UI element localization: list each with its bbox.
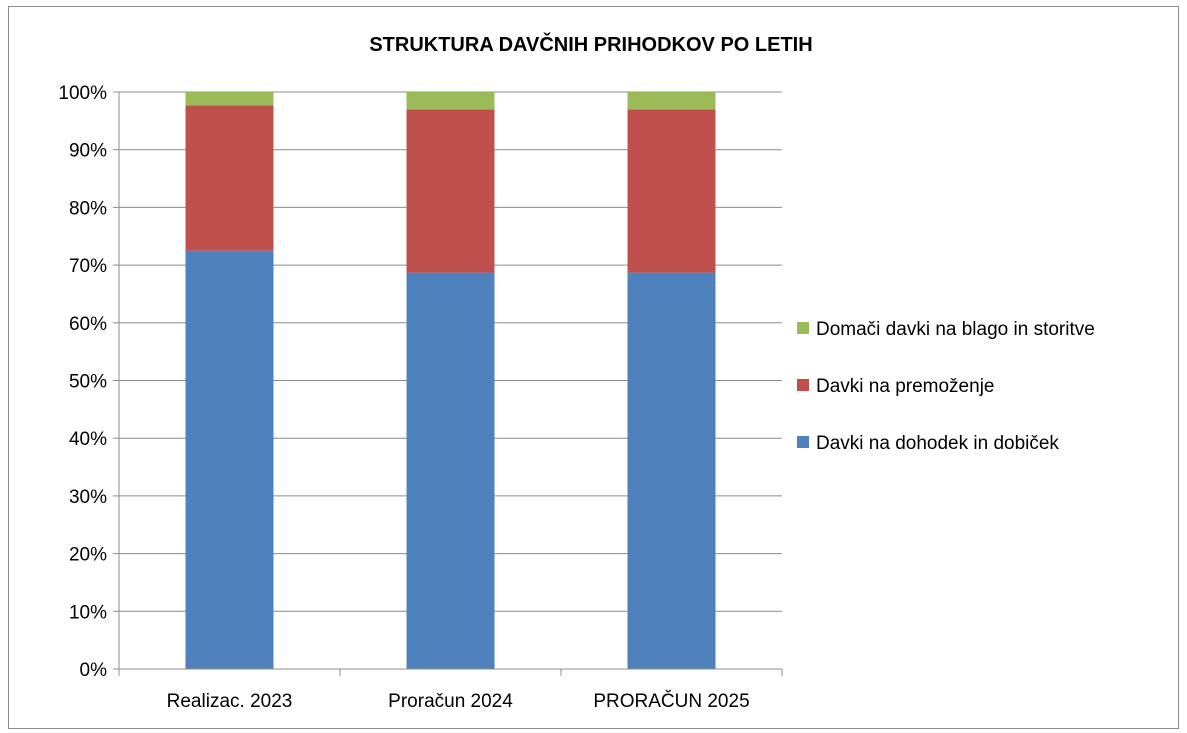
bar-segment-dohodek-2 [627, 272, 716, 669]
legend-swatch [797, 379, 809, 391]
y-tick-label: 30% [69, 487, 107, 508]
axes [118, 92, 783, 676]
bar-segment-premozenje-2 [627, 109, 716, 273]
y-tick-label: 70% [69, 256, 107, 277]
bar-segment-blago-0 [185, 92, 274, 106]
bar-segment-premozenje-1 [406, 109, 495, 273]
bars [185, 92, 716, 670]
legend-swatch [797, 322, 809, 334]
x-axis-category-labels: Realizac. 2023 Proračun 2024 PRORAČUN 2025 [167, 690, 750, 712]
chart-title: STRUKTURA DAVČNIH PRIHODKOV PO LETIH [369, 32, 812, 56]
y-tick-label: 50% [69, 372, 107, 393]
bar-segment-dohodek-0 [185, 250, 274, 670]
legend: Domači davki na blago in storitve Davki n… [797, 319, 1095, 454]
bar-segment-premozenje-0 [185, 105, 274, 251]
legend-label: Domači davki na blago in storitve [816, 319, 1095, 340]
category-label: PRORAČUN 2025 [593, 690, 749, 712]
y-tick-label: 60% [69, 314, 107, 335]
bar-segment-dohodek-1 [406, 272, 495, 669]
bar-segment-blago-1 [406, 92, 495, 110]
y-tick-label: 10% [69, 602, 107, 623]
y-axis-tick-labels: 0% 10% 20% 30% 40% 50% 60% 70% 80% 90% 100% [58, 83, 107, 681]
legend-swatch [797, 436, 809, 448]
y-tick-label: 80% [69, 198, 107, 219]
category-label: Proračun 2024 [388, 691, 513, 712]
category-label: Realizac. 2023 [167, 691, 293, 712]
legend-label: Davki na premoženje [816, 376, 994, 397]
legend-label: Davki na dohodek in dobiček [816, 433, 1059, 454]
y-tick-label: 100% [58, 83, 107, 104]
y-tick-label: 40% [69, 429, 107, 450]
bar-segment-blago-2 [627, 92, 716, 110]
y-tick-label: 90% [69, 141, 107, 162]
y-tick-label: 20% [69, 545, 107, 566]
y-tick-label: 0% [80, 660, 108, 681]
chart-frame: STRUKTURA DAVČNIH PRIHODKOV PO LETIH 0% 1… [8, 6, 1179, 729]
stacked-bar-chart: STRUKTURA DAVČNIH PRIHODKOV PO LETIH 0% 1… [58, 32, 1095, 712]
